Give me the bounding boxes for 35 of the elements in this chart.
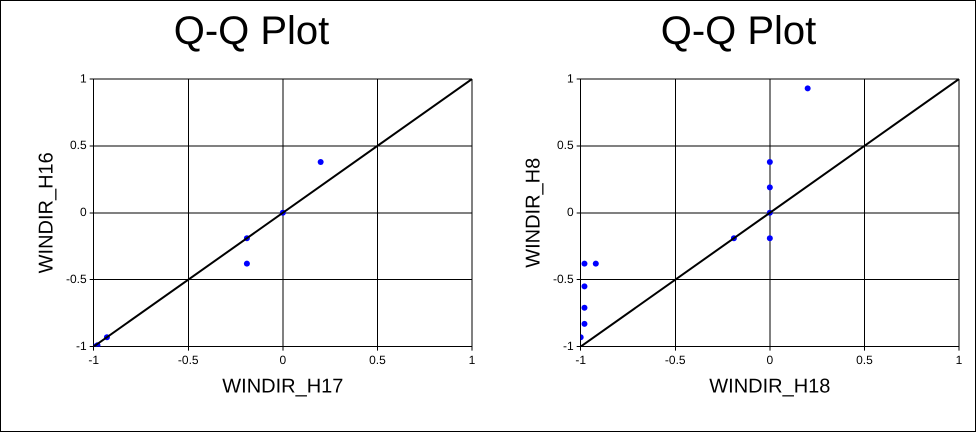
point — [581, 320, 588, 327]
point — [766, 158, 773, 165]
y-tick-label: -1 — [76, 338, 87, 353]
point — [581, 283, 588, 290]
x-tick-label: 0.5 — [856, 353, 874, 368]
y-tick-label: -0.5 — [552, 272, 574, 286]
x-tick-label: 1 — [468, 353, 476, 368]
point — [581, 304, 588, 311]
y-tick-label: 1 — [566, 71, 574, 86]
y-axis-title: WINDIR_H16 — [36, 152, 58, 274]
chart-title: Q-Q Plot — [660, 9, 816, 54]
x-tick-label: 0 — [766, 353, 774, 368]
point — [244, 260, 250, 267]
y-tick-label: 0.5 — [556, 138, 574, 152]
point — [804, 85, 811, 92]
x-axis-title: WINDIR_H18 — [709, 376, 830, 398]
x-tick-label: -0.5 — [664, 353, 686, 368]
point — [592, 260, 599, 267]
point — [581, 260, 588, 267]
x-tick-label: 1 — [956, 353, 963, 368]
y-tick-label: 0.5 — [70, 138, 87, 152]
x-tick-label: -0.5 — [178, 353, 199, 368]
chart-title: Q-Q Plot — [174, 9, 330, 54]
y-axis-title: WINDIR_H8 — [522, 158, 545, 268]
x-axis-title: WINDIR_H17 — [222, 376, 344, 398]
y-tick-label: 1 — [80, 71, 87, 86]
y-tick-label: 0 — [80, 205, 87, 220]
x-tick-label: 0.5 — [369, 353, 386, 368]
y-tick-label: 0 — [566, 205, 574, 220]
point — [766, 184, 773, 190]
x-tick-label: 0 — [279, 353, 286, 368]
point — [318, 158, 324, 165]
point — [766, 235, 773, 242]
y-tick-label: -0.5 — [66, 272, 87, 286]
y-tick-label: -1 — [563, 338, 574, 353]
